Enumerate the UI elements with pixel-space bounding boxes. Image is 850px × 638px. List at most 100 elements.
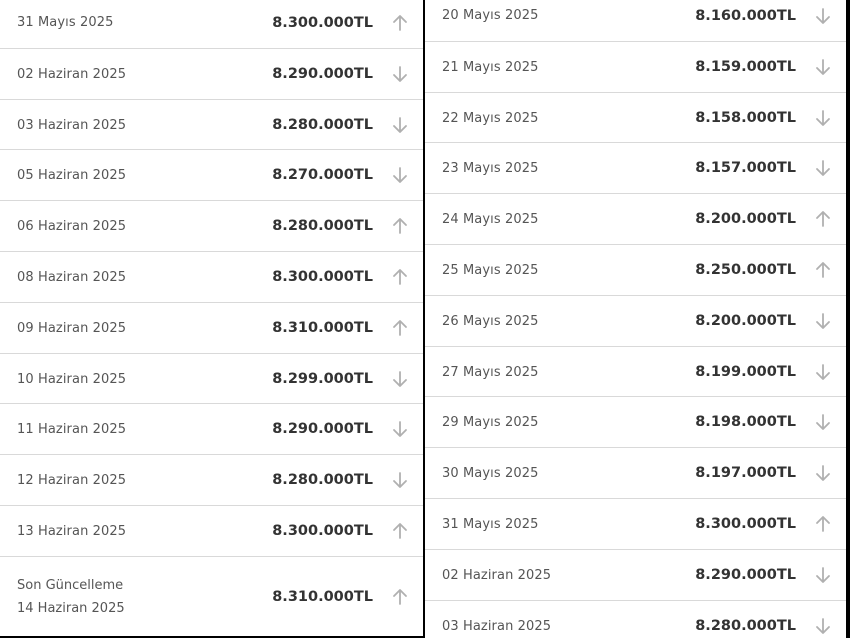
list-item: 24 Mayıs 2025 8.200.000TL <box>425 193 846 244</box>
arrow-up-icon <box>814 261 832 279</box>
list-item: 26 Mayıs 2025 8.200.000TL <box>425 295 846 346</box>
row-price: 8.200.000TL <box>695 211 796 227</box>
arrow-up-icon <box>391 268 409 286</box>
row-price: 8.300.000TL <box>695 516 796 532</box>
list-item: 21 Mayıs 2025 8.159.000TL <box>425 41 846 92</box>
row-date: 02 Haziran 2025 <box>17 66 127 82</box>
arrow-down-icon <box>391 420 409 438</box>
arrow-up-icon <box>391 319 409 337</box>
row-date: 20 Mayıs 2025 <box>442 8 539 23</box>
list-item: 08 Haziran 2025 8.300.000TL <box>0 251 423 302</box>
row-date: 26 Mayıs 2025 <box>442 313 539 329</box>
arrow-down-icon <box>814 413 832 431</box>
arrow-down-icon <box>814 363 832 381</box>
row-price: 8.199.000TL <box>695 364 796 380</box>
row-date: 08 Haziran 2025 <box>17 269 127 285</box>
row-price: 8.160.000TL <box>695 7 796 24</box>
row-date: 21 Mayıs 2025 <box>442 59 539 75</box>
list-item: 20 Mayıs 2025 8.160.000TL <box>425 0 846 41</box>
list-item: 13 Haziran 2025 8.300.000TL <box>0 505 423 556</box>
row-date: 10 Haziran 2025 <box>17 371 127 387</box>
list-item: 02 Haziran 2025 8.290.000TL <box>0 48 423 99</box>
last-update-label: Son Güncelleme <box>17 577 124 593</box>
arrow-down-icon <box>391 471 409 489</box>
arrow-down-icon <box>814 566 832 584</box>
row-date: 27 Mayıs 2025 <box>442 364 539 380</box>
arrow-up-icon <box>391 217 409 235</box>
list-item: 09 Haziran 2025 8.310.000TL <box>0 302 423 353</box>
row-date: 09 Haziran 2025 <box>17 320 127 336</box>
list-item: 27 Mayıs 2025 8.199.000TL <box>425 346 846 397</box>
list-item: 06 Haziran 2025 8.280.000TL <box>0 200 423 251</box>
list-item: 31 Mayıs 2025 8.300.000TL <box>425 498 846 549</box>
arrow-down-icon <box>814 109 832 127</box>
row-price: 8.290.000TL <box>272 421 373 437</box>
row-price: 8.310.000TL <box>272 320 373 336</box>
last-update-info: Son Güncelleme 14 Haziran 2025 <box>17 557 125 636</box>
row-price: 8.280.000TL <box>272 472 373 488</box>
last-update-date: 14 Haziran 2025 <box>17 600 125 616</box>
row-date: 25 Mayıs 2025 <box>442 262 539 278</box>
last-update-row: Son Güncelleme 14 Haziran 2025 8.310.000TL <box>0 556 423 636</box>
row-date: 30 Mayıs 2025 <box>442 465 539 481</box>
row-price: 8.158.000TL <box>695 110 796 126</box>
list-item: 11 Haziran 2025 8.290.000TL <box>0 403 423 454</box>
row-date: 23 Mayıs 2025 <box>442 160 539 176</box>
arrow-down-icon <box>814 617 832 635</box>
arrow-up-icon <box>814 515 832 533</box>
row-price: 8.200.000TL <box>695 313 796 329</box>
row-date: 06 Haziran 2025 <box>17 218 127 234</box>
row-price: 8.300.000TL <box>272 523 373 539</box>
arrow-down-icon <box>814 58 832 76</box>
row-price: 8.198.000TL <box>695 414 796 430</box>
list-item: 31 Mayıs 2025 8.300.000TL <box>0 0 423 48</box>
row-date: 11 Haziran 2025 <box>17 421 127 437</box>
row-price: 8.197.000TL <box>695 465 796 481</box>
row-price: 8.157.000TL <box>695 160 796 176</box>
row-date: 03 Haziran 2025 <box>442 618 552 634</box>
row-date: 24 Mayıs 2025 <box>442 211 539 227</box>
arrow-up-icon <box>391 522 409 540</box>
arrow-up-icon <box>391 588 409 606</box>
row-price: 8.299.000TL <box>272 371 373 387</box>
arrow-down-icon <box>391 65 409 83</box>
row-date: 31 Mayıs 2025 <box>442 516 539 532</box>
row-price: 8.159.000TL <box>695 59 796 75</box>
arrow-down-icon <box>814 464 832 482</box>
left-price-list: 31 Mayıs 2025 8.300.000TL 02 Haziran 2025 8… <box>0 0 423 636</box>
arrow-down-icon <box>814 159 832 177</box>
list-item: 30 Mayıs 2025 8.197.000TL <box>425 447 846 498</box>
row-price: 8.250.000TL <box>695 262 796 278</box>
arrow-down-icon <box>814 312 832 330</box>
list-item: 12 Haziran 2025 8.280.000TL <box>0 454 423 505</box>
row-date: 22 Mayıs 2025 <box>442 110 539 126</box>
arrow-down-icon <box>391 166 409 184</box>
arrow-up-icon <box>814 210 832 228</box>
list-item: 03 Haziran 2025 8.280.000TL <box>0 99 423 150</box>
row-price: 8.280.000TL <box>272 218 373 234</box>
arrow-up-icon <box>391 14 409 32</box>
row-price: 8.270.000TL <box>272 167 373 183</box>
row-date: 31 Mayıs 2025 <box>17 15 114 30</box>
row-date: 13 Haziran 2025 <box>17 523 127 539</box>
list-item: 02 Haziran 2025 8.290.000TL <box>425 549 846 600</box>
right-price-list: 20 Mayıs 2025 8.160.000TL 21 Mayıs 2025 8.1… <box>425 0 846 638</box>
arrow-down-icon <box>391 370 409 388</box>
list-item: 25 Mayıs 2025 8.250.000TL <box>425 244 846 295</box>
row-price: 8.290.000TL <box>272 66 373 82</box>
list-item: 23 Mayıs 2025 8.157.000TL <box>425 142 846 193</box>
arrow-down-icon <box>391 116 409 134</box>
row-date: 29 Mayıs 2025 <box>442 414 539 430</box>
last-update-price: 8.310.000TL <box>272 588 373 605</box>
list-item: 22 Mayıs 2025 8.158.000TL <box>425 92 846 143</box>
row-price: 8.300.000TL <box>272 14 373 31</box>
row-date: 12 Haziran 2025 <box>17 472 127 488</box>
row-price: 8.300.000TL <box>272 269 373 285</box>
row-price: 8.290.000TL <box>695 567 796 583</box>
row-date: 02 Haziran 2025 <box>442 567 552 583</box>
list-item: 03 Haziran 2025 8.280.000TL <box>425 600 846 638</box>
row-date: 05 Haziran 2025 <box>17 167 127 183</box>
list-item: 05 Haziran 2025 8.270.000TL <box>0 149 423 200</box>
row-price: 8.280.000TL <box>695 618 796 634</box>
row-price: 8.280.000TL <box>272 117 373 133</box>
